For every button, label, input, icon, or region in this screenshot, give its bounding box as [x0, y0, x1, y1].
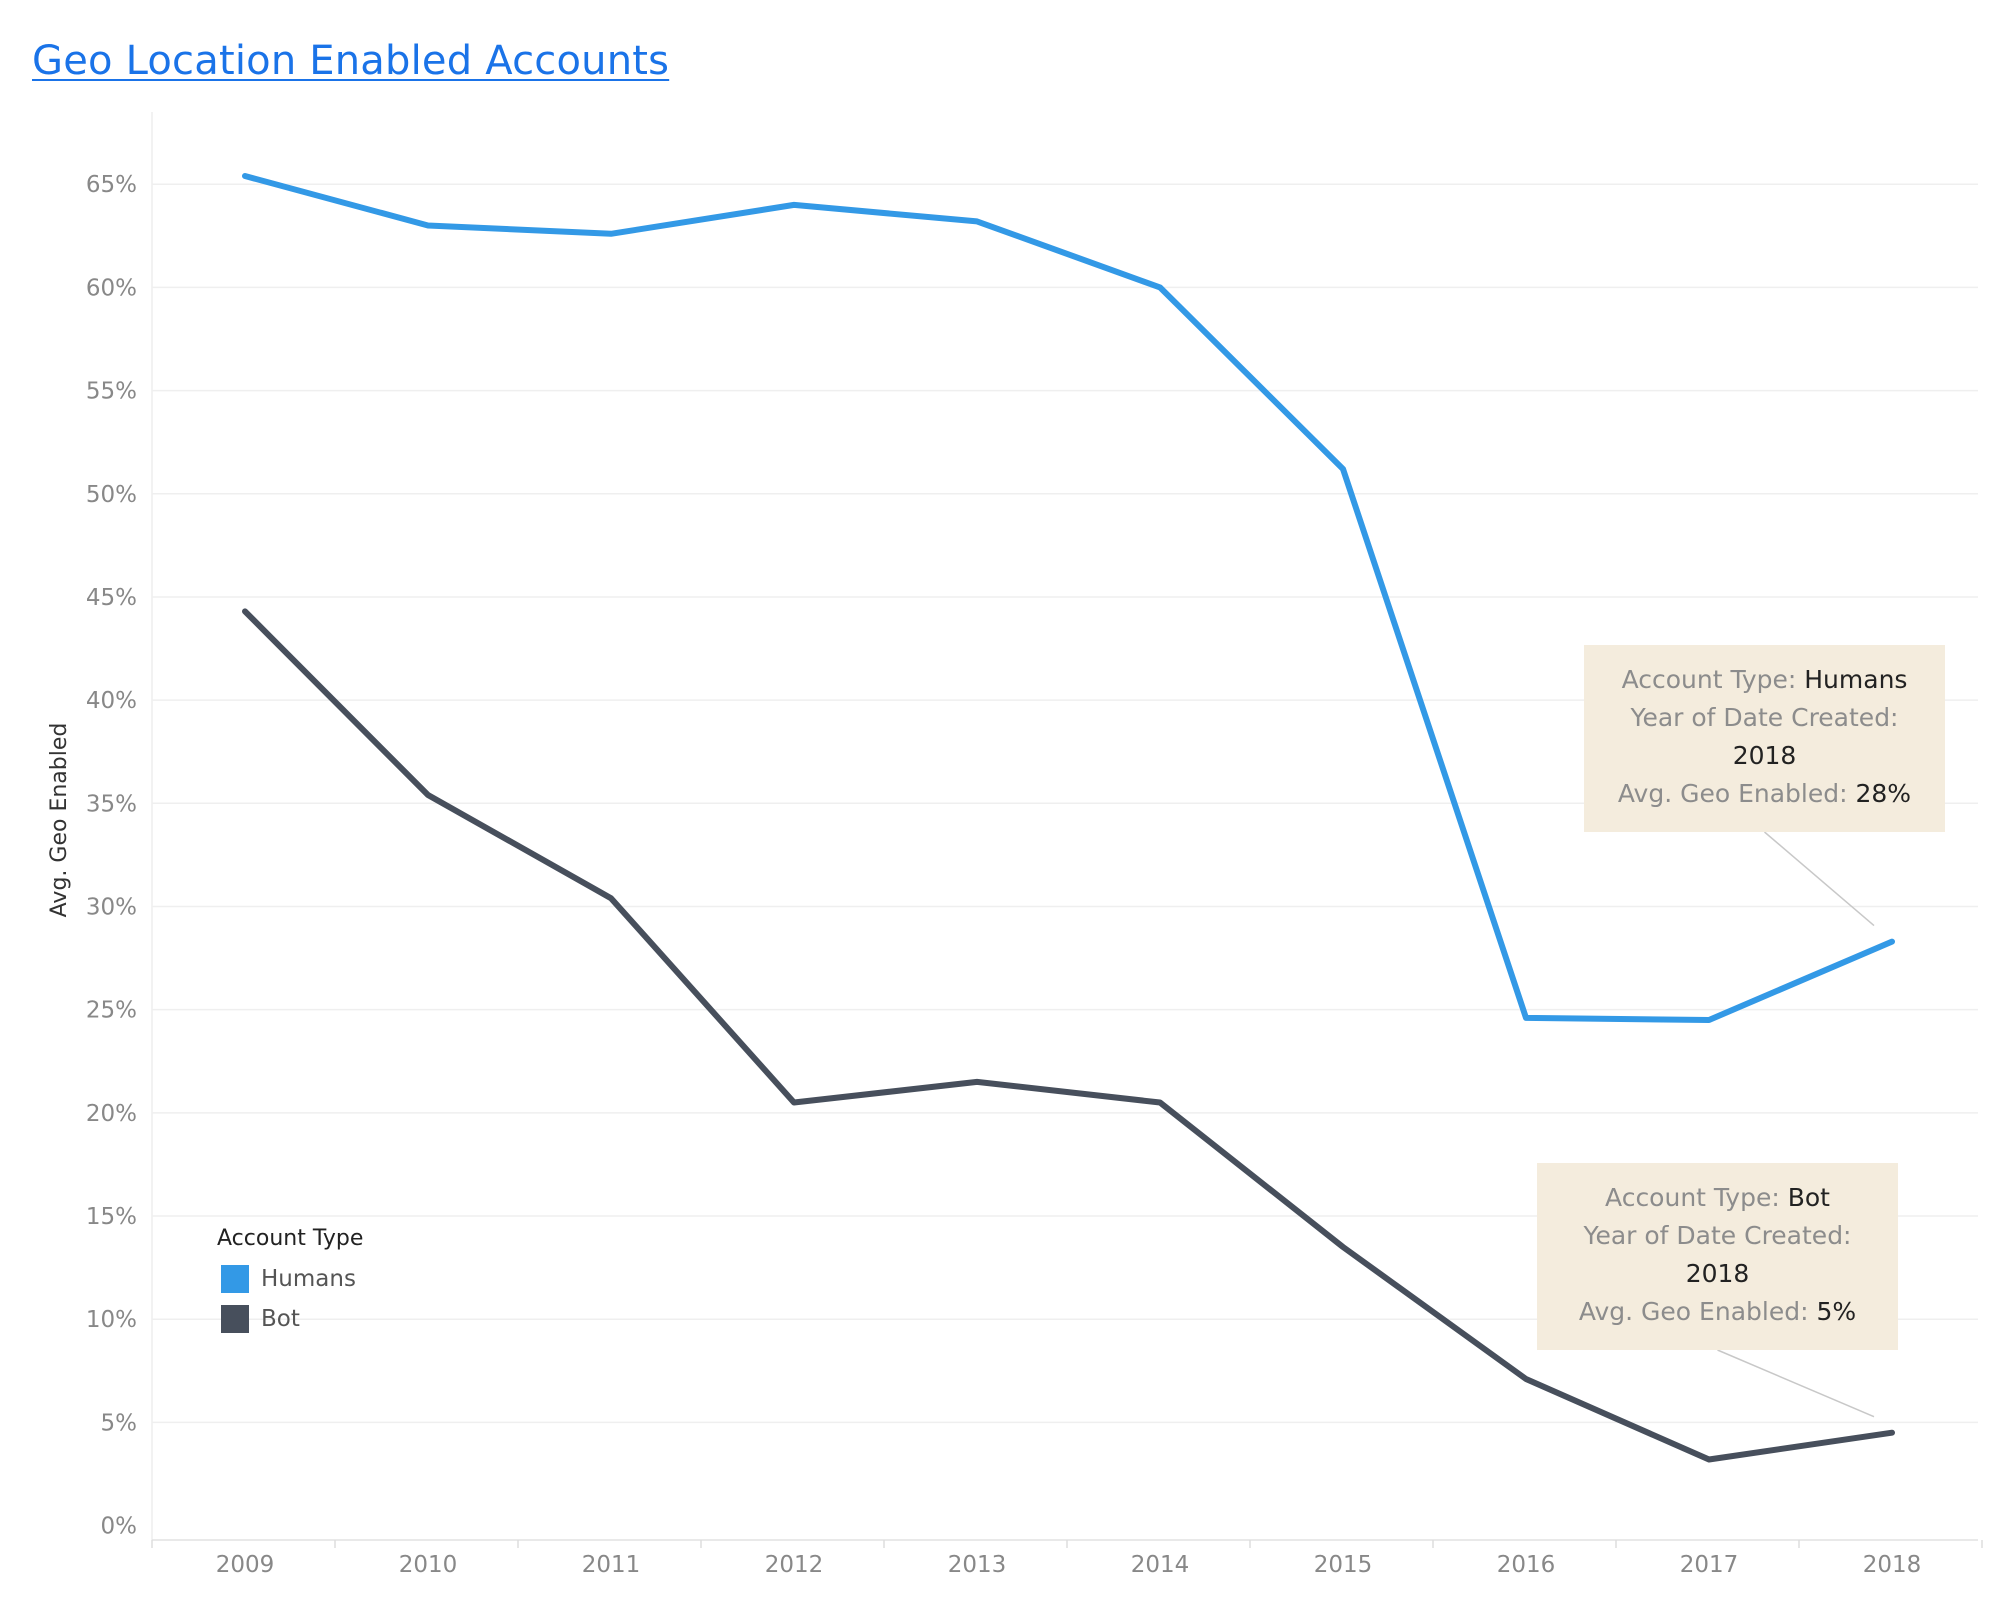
tooltip-account-type-value: Humans — [1804, 665, 1908, 694]
x-tick-label: 2012 — [765, 1552, 824, 1578]
x-tick-label: 2018 — [1863, 1552, 1922, 1578]
tooltip-year-value: 2018 — [1685, 1259, 1750, 1288]
y-tick-label: 40% — [86, 688, 137, 714]
legend-label-humans: Humans — [261, 1266, 356, 1292]
series-lines — [242, 173, 1895, 1463]
y-tick-label: 10% — [86, 1307, 137, 1333]
tooltip-year-label: Year of Date Created: — [1583, 1221, 1852, 1250]
chart-title[interactable]: Geo Location Enabled Accounts — [32, 38, 670, 84]
x-tick-label: 2009 — [216, 1552, 275, 1578]
y-tick-label: 50% — [86, 482, 137, 508]
tooltip-geo-value: 28% — [1855, 779, 1912, 808]
tooltip-leader-line-humans — [1764, 831, 1875, 927]
tooltip-year-label: Year of Date Created: — [1630, 703, 1899, 732]
legend: Account Type Humans Bot — [217, 1226, 363, 1339]
tooltip-account-type-value: Bot — [1787, 1183, 1830, 1212]
y-tick-label: 20% — [86, 1101, 137, 1127]
y-tick-label: 55% — [86, 379, 137, 405]
x-tick-label: 2017 — [1680, 1552, 1739, 1578]
x-tick-label: 2014 — [1131, 1552, 1190, 1578]
y-tick-label: 25% — [86, 998, 137, 1024]
y-axis: 0% 5% 10% 15% 20% 25% 30% 35% 40% 45% 50% 55% 60% 65% — [86, 172, 137, 1539]
tooltip-geo-label: Avg. Geo Enabled: — [1578, 1297, 1809, 1326]
tooltip-account-type-label: Account Type: — [1605, 1183, 1780, 1212]
y-axis-title: Avg. Geo Enabled — [47, 723, 72, 918]
x-tick-label: 2013 — [948, 1552, 1007, 1578]
x-tick-label: 2016 — [1497, 1552, 1556, 1578]
tooltip-account-type-label: Account Type: — [1621, 665, 1797, 694]
x-axis: 2009 2010 2011 2012 2013 2014 2015 2016 2017 2018 — [151, 1540, 1983, 1578]
tooltip-year-value: 2018 — [1732, 741, 1797, 770]
legend-label-bot: Bot — [261, 1306, 300, 1332]
legend-title: Account Type — [217, 1226, 364, 1251]
legend-swatch-humans — [221, 1265, 249, 1293]
legend-swatch-bot — [221, 1305, 249, 1333]
legend-item-humans[interactable]: Humans — [217, 1259, 363, 1299]
series-line-bot[interactable] — [242, 608, 1895, 1463]
y-tick-label: 35% — [86, 791, 137, 817]
y-tick-label: 0% — [101, 1514, 138, 1540]
series-line-humans[interactable] — [242, 173, 1895, 1023]
y-tick-label: 30% — [86, 894, 137, 920]
y-tick-label: 60% — [86, 275, 137, 301]
y-tick-label: 45% — [86, 585, 137, 611]
tooltip-leader-line-bot — [1717, 1349, 1875, 1418]
y-tick-label: 5% — [101, 1410, 138, 1436]
tooltip-geo-label: Avg. Geo Enabled: — [1617, 779, 1848, 808]
tooltip-leader-lines — [1717, 831, 1875, 1418]
legend-item-bot[interactable]: Bot — [217, 1299, 363, 1339]
tooltip-geo-value: 5% — [1816, 1297, 1857, 1326]
y-tick-label: 65% — [86, 172, 137, 198]
y-tick-label: 15% — [86, 1204, 137, 1230]
x-tick-label: 2010 — [399, 1552, 458, 1578]
x-tick-label: 2015 — [1314, 1552, 1373, 1578]
x-tick-label: 2011 — [582, 1552, 641, 1578]
tooltip-humans: Account Type: Humans Year of Date Create… — [1584, 645, 1945, 832]
plot-frame — [151, 112, 1978, 1541]
tooltip-bot: Account Type: Bot Year of Date Created: … — [1537, 1163, 1898, 1350]
